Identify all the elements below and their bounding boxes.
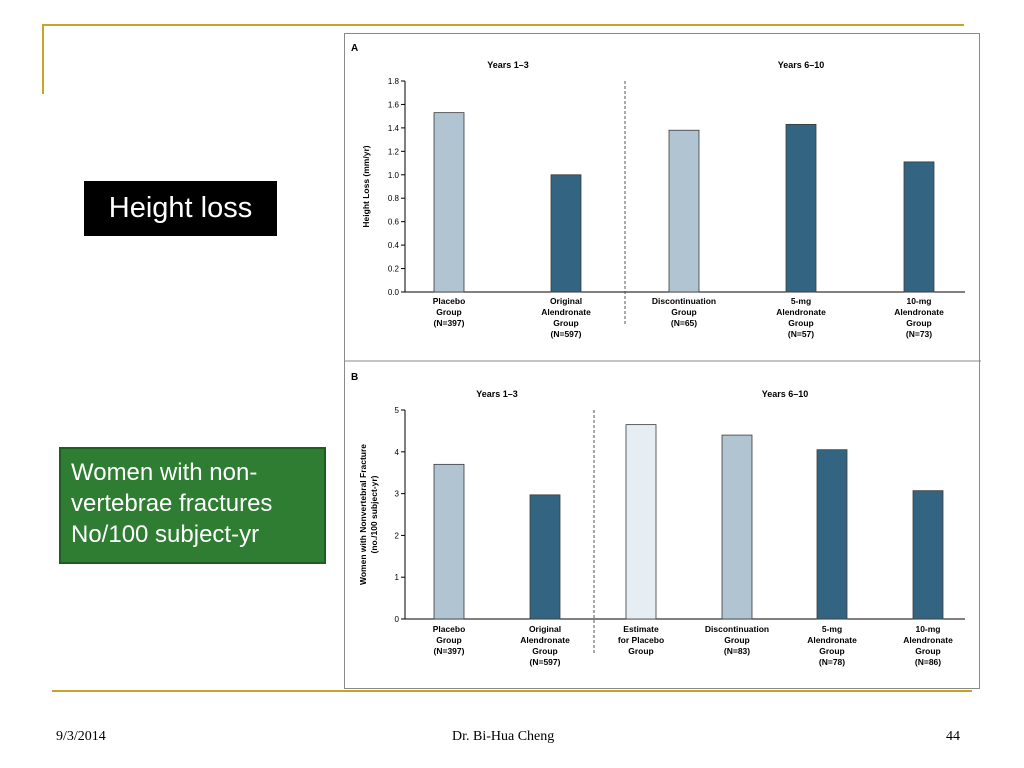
chart-a-y-tick-label: 0.4 (388, 241, 400, 250)
chart-b-bar-6 (912, 490, 944, 620)
chart-b-category-label-1: (N=397) (434, 646, 465, 656)
chart-b-y-tick-label: 3 (395, 490, 400, 499)
chart-a-category-label-2: Group (553, 318, 579, 328)
chart-b-y-tick-label: 1 (395, 573, 400, 582)
chart-a-category-label-5: 10-mg (906, 296, 931, 306)
chart-a-y-tick-label: 0.6 (388, 218, 400, 227)
footer-page: 44 (946, 729, 960, 744)
chart-b-category-label-3: for Placebo (618, 635, 664, 645)
chart-a-category-label-5: (N=73) (906, 329, 932, 339)
chart-b-category-label-4: (N=83) (724, 646, 750, 656)
chart-a-category-label-3: Discontinuation (652, 296, 716, 306)
chart-b-bar-4 (721, 434, 753, 620)
fracture-label-line-2: vertebrae fractures (71, 490, 273, 517)
chart-a-category-label-4: Alendronate (776, 307, 826, 317)
chart-b-category-label-2: (N=597) (530, 657, 561, 667)
chart-a-bar-4 (785, 123, 817, 293)
chart-b-category-label-2: Alendronate (520, 635, 570, 645)
chart-b-category-label-3: Estimate (623, 624, 659, 634)
chart-a-category-label-2: Alendronate (541, 307, 591, 317)
fracture-label-line-3: No/100 subject-yr (71, 521, 260, 548)
chart-a-y-label: Height Loss (mm/yr) (361, 145, 371, 227)
chart-a-y-tick-label: 0.2 (388, 265, 400, 274)
chart-b-y-tick-label: 5 (395, 406, 400, 415)
chart-b-bar-5 (816, 449, 848, 620)
chart-a-bar-5 (903, 161, 935, 293)
chart-b-category-label-5: Group (819, 646, 845, 656)
footer-author: Dr. Bi-Hua Cheng (452, 729, 555, 744)
chart-a-category-label-5: Alendronate (894, 307, 944, 317)
chart-a-category-label-2: Original (550, 296, 582, 306)
figure-panel: A 0.0 0.2 0.4 0.6 0.8 1.0 1.2 1.4 1.6 1.8 Height Lo… (344, 33, 981, 689)
chart-b-category-label-4: Group (724, 635, 750, 645)
bar-charts: A 0.0 0.2 0.4 0.6 0.8 1.0 1.2 1.4 1.6 1.8 Height Lo… (345, 43, 981, 667)
chart-b-y-label-line-1: Women with Nonvertebral Fracture (358, 444, 368, 585)
bottom-rule (52, 690, 972, 692)
chart-b-bar-3 (625, 424, 657, 620)
chart-a-y-tick-label: 1.2 (388, 147, 400, 156)
chart-a-y-tick-label: 1.8 (388, 77, 400, 86)
chart-b-category-label-6: Group (915, 646, 941, 656)
height-loss-label: Height loss (84, 181, 277, 236)
chart-a-y-tick-label: 1.0 (388, 171, 400, 180)
chart-b-period-label: Years 1–3 (476, 389, 518, 399)
chart-b-bar-2 (529, 494, 561, 620)
chart-a-bar-1 (433, 112, 465, 293)
chart-b-bar-1 (433, 463, 465, 620)
chart-b-category-label-5: (N=78) (819, 657, 845, 667)
chart-b-category-label-5: 5-mg (822, 624, 842, 634)
chart-b-category-label-1: Placebo (433, 624, 466, 634)
chart-a-category-label-4: Group (788, 318, 814, 328)
chart-a-category-label-2: (N=597) (551, 329, 582, 339)
chart-a-bar-3 (668, 129, 700, 293)
chart-a-category-label-1: Group (436, 307, 462, 317)
fracture-label-line-1: Women with non- (71, 459, 258, 486)
chart-b-y-tick-label: 0 (395, 615, 400, 624)
chart-a-y-tick-label: 1.4 (388, 124, 400, 133)
chart-a-category-label-1: Placebo (433, 296, 466, 306)
chart-a-category-label-3: (N=65) (671, 318, 697, 328)
chart-b-category-label-2: Group (532, 646, 558, 656)
chart-a-y-tick-label: 0.0 (388, 288, 400, 297)
chart-b-category-label-5: Alendronate (807, 635, 857, 645)
footer-date: 9/3/2014 (56, 729, 106, 744)
chart-a-category-label-4: (N=57) (788, 329, 814, 339)
fracture-rate-label: Women with non- vertebrae fractures No/1… (59, 447, 326, 564)
chart-a-category-label-5: Group (906, 318, 932, 328)
chart-a-y-tick-label: 0.8 (388, 194, 400, 203)
chart-a-category-label-3: Group (671, 307, 697, 317)
chart-b-panel-letter: B (351, 372, 358, 383)
chart-b-category-label-3: Group (628, 646, 654, 656)
left-rule (42, 24, 44, 94)
chart-a-period-label: Years 6–10 (778, 60, 825, 70)
chart-b-y-label-line-2: (no./100 subject-yr) (369, 475, 379, 553)
chart-b-category-label-6: (N=86) (915, 657, 941, 667)
chart-b-category-label-1: Group (436, 635, 462, 645)
chart-b-category-label-4: Discontinuation (705, 624, 769, 634)
chart-a-panel-letter: A (351, 43, 358, 54)
chart-a-bar-2 (550, 174, 582, 293)
top-rule (42, 24, 964, 26)
chart-b-category-label-6: 10-mg (915, 624, 940, 634)
chart-b-category-label-6: Alendronate (903, 635, 953, 645)
chart-a-category-label-1: (N=397) (434, 318, 465, 328)
chart-b-y-tick-label: 2 (395, 531, 400, 540)
chart-a-y-tick-label: 1.6 (388, 100, 400, 109)
chart-a-period-label: Years 1–3 (487, 60, 529, 70)
chart-a-category-label-4: 5-mg (791, 296, 811, 306)
chart-b-y-tick-label: 4 (395, 448, 400, 457)
chart-b-category-label-2: Original (529, 624, 561, 634)
chart-b-period-label: Years 6–10 (762, 389, 809, 399)
